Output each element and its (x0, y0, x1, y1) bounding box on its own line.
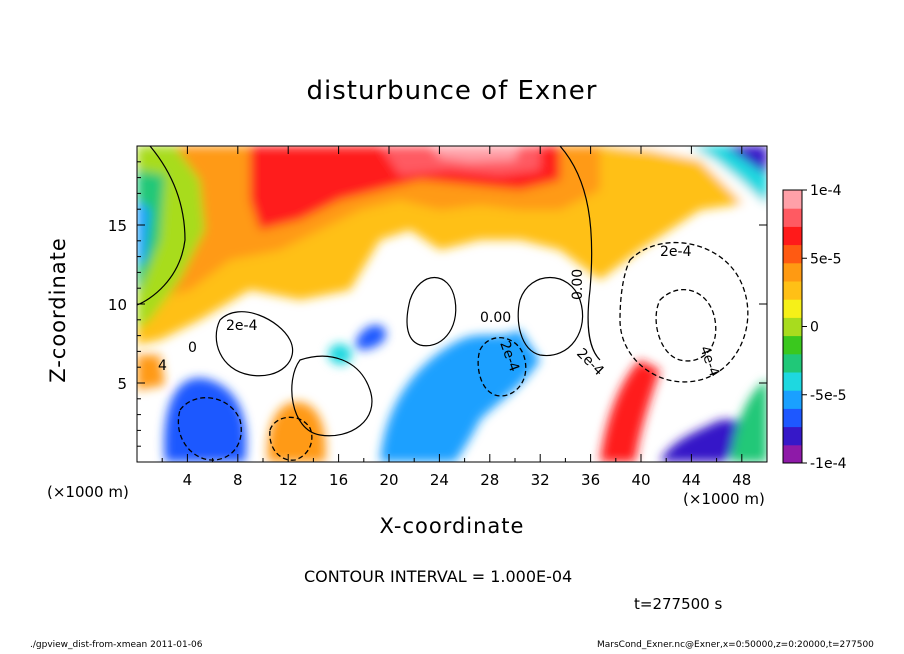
heatmap-field (137, 146, 767, 462)
x-unit-left: (×1000 m) (47, 483, 129, 501)
x-tick-label: 48 (732, 471, 751, 489)
colorbar-label: -1e-4 (810, 456, 847, 472)
colorbar-swatch (783, 208, 802, 227)
contour-label: 0.00 (570, 269, 586, 300)
x-tick-label: 32 (531, 471, 550, 489)
colorbar-label: -5e-5 (810, 388, 847, 404)
colorbar-swatch (783, 353, 802, 373)
colorbar-label: 0 (810, 320, 819, 336)
contour-lines (137, 146, 601, 437)
x-tick-label: 28 (480, 471, 499, 489)
x-tick-label: 20 (379, 471, 398, 489)
x-tick-label: 4 (183, 471, 193, 489)
x-unit-right: (×1000 m) (683, 490, 765, 508)
contour-label: 2e-4 (660, 244, 692, 260)
colorbar-swatch (783, 262, 802, 282)
x-axis-ticks: 4 8 12 16 20 24 28 32 36 40 44 48 (161, 146, 751, 489)
contour-label: 2e-4 (226, 318, 258, 334)
x-tick-label: 12 (279, 471, 298, 489)
x-tick-label: 16 (329, 471, 348, 489)
colorbar-swatch (783, 426, 802, 446)
colorbar-label: 5e-5 (810, 251, 841, 267)
contour-interval-note: CONTOUR INTERVAL = 1.000E-04 (304, 567, 573, 586)
colorbar-swatch (783, 281, 802, 300)
contour-label: 0 (188, 340, 197, 356)
contour-label: 4 (158, 358, 167, 374)
colorbar-swatch (783, 444, 802, 464)
colorbar-swatch (783, 226, 802, 246)
x-tick-label: 8 (233, 471, 243, 489)
x-axis-label: X-coordinate (379, 514, 525, 538)
colorbar-swatch (783, 317, 802, 337)
y-tick-label: 10 (108, 296, 127, 314)
colorbar-label: 1e-4 (810, 183, 842, 199)
colorbar: 1e-4 5e-5 0 -5e-5 -1e-4 (782, 183, 847, 472)
x-tick-label: 36 (581, 471, 600, 489)
chart-title: disturbunce of Exner (306, 76, 598, 106)
y-tick-label: 15 (108, 217, 127, 235)
colorbar-swatch (783, 390, 802, 409)
x-tick-label: 40 (631, 471, 650, 489)
colorbar-swatch (783, 244, 802, 264)
colorbar-swatch (783, 299, 802, 318)
time-note: t=277500 s (634, 595, 723, 613)
y-axis-ticks: 5 10 15 (108, 161, 767, 447)
x-tick-label: 24 (430, 471, 449, 489)
contour-label: 0.00 (480, 310, 511, 326)
y-tick-label: 5 (117, 375, 127, 393)
footer-left: ./gpview_dist-from-xmean 2011-01-06 (30, 640, 203, 650)
negative-contours (177, 241, 749, 461)
colorbar-swatch (783, 372, 802, 391)
colorbar-swatch (783, 408, 802, 428)
colorbar-swatch (783, 335, 802, 355)
colorbar-swatch (783, 190, 802, 209)
x-tick-label: 44 (682, 471, 701, 489)
footer-right: MarsCond_Exner.nc@Exner,x=0:50000,z=0:20… (597, 640, 874, 650)
